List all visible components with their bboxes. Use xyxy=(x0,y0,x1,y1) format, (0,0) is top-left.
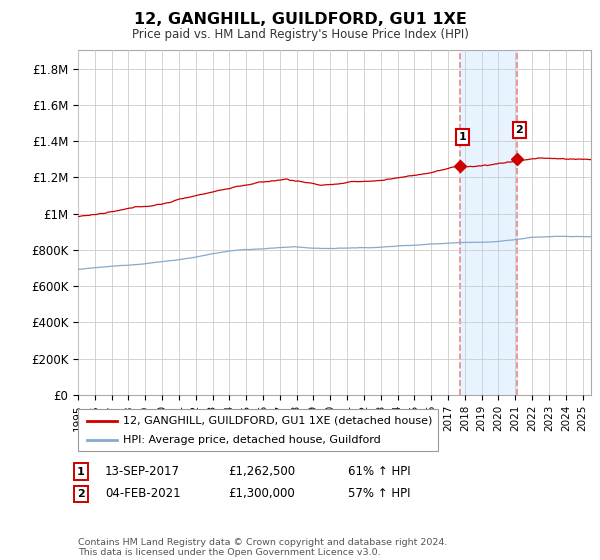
Text: 04-FEB-2021: 04-FEB-2021 xyxy=(105,487,181,501)
Text: Price paid vs. HM Land Registry's House Price Index (HPI): Price paid vs. HM Land Registry's House … xyxy=(131,28,469,41)
Text: 2: 2 xyxy=(515,125,523,135)
Text: 12, GANGHILL, GUILDFORD, GU1 1XE (detached house): 12, GANGHILL, GUILDFORD, GU1 1XE (detach… xyxy=(123,416,433,426)
Text: £1,262,500: £1,262,500 xyxy=(228,465,295,478)
Text: 13-SEP-2017: 13-SEP-2017 xyxy=(105,465,180,478)
Text: 61% ↑ HPI: 61% ↑ HPI xyxy=(348,465,410,478)
Text: HPI: Average price, detached house, Guildford: HPI: Average price, detached house, Guil… xyxy=(123,435,381,445)
Text: 1: 1 xyxy=(458,132,466,142)
Bar xyxy=(460,50,517,395)
Text: 1: 1 xyxy=(77,466,85,477)
Text: 57% ↑ HPI: 57% ↑ HPI xyxy=(348,487,410,501)
Text: Contains HM Land Registry data © Crown copyright and database right 2024.
This d: Contains HM Land Registry data © Crown c… xyxy=(78,538,448,557)
Text: 2: 2 xyxy=(77,489,85,499)
Text: £1,300,000: £1,300,000 xyxy=(228,487,295,501)
Text: 12, GANGHILL, GUILDFORD, GU1 1XE: 12, GANGHILL, GUILDFORD, GU1 1XE xyxy=(134,12,466,27)
